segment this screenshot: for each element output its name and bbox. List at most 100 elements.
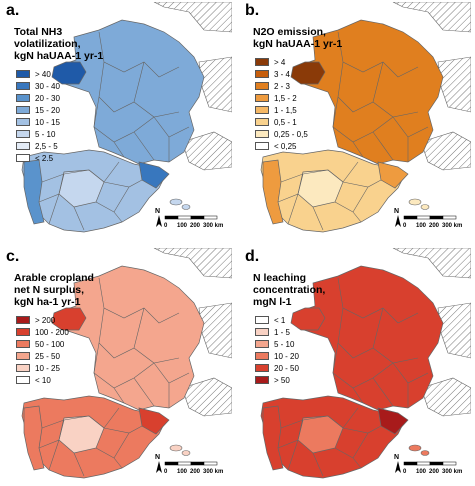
legend-label: 0,5 - 1 bbox=[274, 117, 297, 127]
legend-label: > 40 bbox=[35, 69, 51, 79]
legend-item: < 10 bbox=[16, 374, 69, 386]
panel-letter: c. bbox=[6, 248, 20, 265]
neighbor-country-hatch bbox=[153, 248, 232, 279]
neighbor-country-hatch bbox=[153, 2, 232, 33]
panel-net-n-surplus: c. Arable cropland net N surplus, kgN ha-… bbox=[4, 248, 232, 484]
balearic-island bbox=[420, 204, 430, 210]
admin-boundary bbox=[38, 161, 143, 231]
legend-item: 1,5 - 2 bbox=[255, 92, 308, 104]
legend-item: 25 - 50 bbox=[16, 350, 69, 362]
legend-swatch bbox=[16, 154, 30, 162]
legend-item: 15 - 20 bbox=[16, 104, 60, 116]
legend-item: 10 - 15 bbox=[16, 116, 60, 128]
admin-boundary bbox=[332, 31, 429, 162]
legend-swatch bbox=[255, 94, 269, 102]
admin-boundary bbox=[277, 407, 382, 477]
balearic-island bbox=[420, 450, 430, 456]
admin-boundary bbox=[332, 277, 429, 408]
legend-item: 1 - 5 bbox=[255, 326, 299, 338]
legend-item: < 2.5 bbox=[16, 152, 60, 164]
legend-item: 0,25 - 0,5 bbox=[255, 128, 308, 140]
legend-item: 2 - 3 bbox=[255, 80, 308, 92]
scale-bar: 0 100 200 300 km bbox=[164, 214, 232, 238]
legend-item: > 4 bbox=[255, 56, 308, 68]
scale-label: 200 bbox=[190, 469, 201, 475]
legend-swatch bbox=[255, 82, 269, 90]
legend: > 200 100 - 200 50 - 100 25 - 50 10 - 25 < 10 bbox=[16, 314, 69, 386]
legend-label: 20 - 50 bbox=[274, 363, 299, 373]
legend-item: 20 - 50 bbox=[255, 362, 299, 374]
legend-swatch bbox=[255, 352, 269, 360]
legend-item: > 200 bbox=[16, 314, 69, 326]
legend: > 4 3 - 4 2 - 3 1,5 - 2 1 - 1,5 0,5 - 1 0,25 -… bbox=[255, 56, 308, 152]
neighbor-country-hatch bbox=[392, 2, 471, 33]
brittany-region bbox=[51, 61, 87, 85]
panel-letter: d. bbox=[245, 248, 260, 265]
portugal-region bbox=[23, 159, 45, 225]
north-arrow: N bbox=[394, 454, 402, 473]
legend-swatch bbox=[16, 130, 30, 138]
legend-label: > 50 bbox=[274, 375, 290, 385]
catalonia-region bbox=[138, 407, 170, 435]
legend: > 40 30 - 40 20 - 30 15 - 20 10 - 15 5 - 10 2,… bbox=[16, 68, 60, 164]
balearic-island bbox=[181, 204, 191, 210]
legend-item: 3 - 4 bbox=[255, 68, 308, 80]
legend-label: 30 - 40 bbox=[35, 81, 60, 91]
admin-boundary bbox=[93, 277, 190, 408]
legend-swatch bbox=[16, 94, 30, 102]
scale-label: 300 km bbox=[203, 223, 224, 229]
brittany-region bbox=[51, 307, 87, 331]
neighbor-country-hatch bbox=[420, 377, 471, 417]
portugal-region bbox=[262, 405, 284, 471]
scale-label: 100 bbox=[416, 469, 427, 475]
balearic-island bbox=[181, 450, 191, 456]
scale-label: 300 km bbox=[203, 469, 224, 475]
scale-label: 0 bbox=[403, 469, 407, 475]
legend-label: < 1 bbox=[274, 315, 286, 325]
legend-label: 100 - 200 bbox=[35, 327, 69, 337]
brittany-region bbox=[290, 307, 326, 331]
neighbor-country-hatch bbox=[181, 377, 232, 417]
legend-swatch bbox=[16, 118, 30, 126]
map-svg bbox=[21, 248, 232, 479]
scale-label: 100 bbox=[177, 469, 188, 475]
neighbor-country-hatch bbox=[198, 56, 232, 113]
legend-label: < 0,25 bbox=[274, 141, 297, 151]
brittany-region bbox=[290, 61, 326, 85]
north-arrow: N bbox=[394, 208, 402, 227]
legend-title: N2O emission, kgN haUAA-1 yr-1 bbox=[253, 26, 343, 50]
legend-label: < 2.5 bbox=[35, 153, 54, 163]
legend-label: 1 - 1,5 bbox=[274, 105, 297, 115]
neighbor-country-hatch bbox=[181, 131, 232, 171]
legend-label: 5 - 10 bbox=[274, 339, 295, 349]
map-svg bbox=[21, 2, 232, 233]
legend-item: 20 - 30 bbox=[16, 92, 60, 104]
legend-label: > 200 bbox=[35, 315, 56, 325]
catalonia-region bbox=[377, 407, 409, 435]
legend-label: 50 - 100 bbox=[35, 339, 65, 349]
neighbor-country-hatch bbox=[392, 248, 471, 279]
balearic-island bbox=[408, 198, 422, 206]
legend-item: < 0,25 bbox=[255, 140, 308, 152]
scale-label: 100 bbox=[416, 223, 427, 229]
legend-item: > 40 bbox=[16, 68, 60, 80]
legend-swatch bbox=[16, 328, 30, 336]
scale-label: 100 bbox=[177, 223, 188, 229]
legend-label: 10 - 15 bbox=[35, 117, 60, 127]
scale-label: 300 km bbox=[442, 223, 463, 229]
neighbor-country-hatch bbox=[198, 302, 232, 359]
legend-swatch bbox=[255, 376, 269, 384]
legend-item: 5 - 10 bbox=[255, 338, 299, 350]
panel-letter: a. bbox=[6, 2, 20, 19]
panel-n2o-emission: b. N2O emission, kgN haUAA-1 yr-1 > 4 3 - 4… bbox=[243, 2, 471, 238]
panel-letter: b. bbox=[245, 2, 260, 19]
north-label: N bbox=[155, 454, 161, 461]
legend-swatch bbox=[16, 316, 30, 324]
legend-swatch bbox=[255, 58, 269, 66]
neighbor-country-hatch bbox=[420, 131, 471, 171]
legend-swatch bbox=[16, 82, 30, 90]
north-arrow: N bbox=[155, 454, 163, 473]
legend-label: 10 - 20 bbox=[274, 351, 299, 361]
balearic-island bbox=[169, 198, 183, 206]
legend-label: 1 - 5 bbox=[274, 327, 291, 337]
